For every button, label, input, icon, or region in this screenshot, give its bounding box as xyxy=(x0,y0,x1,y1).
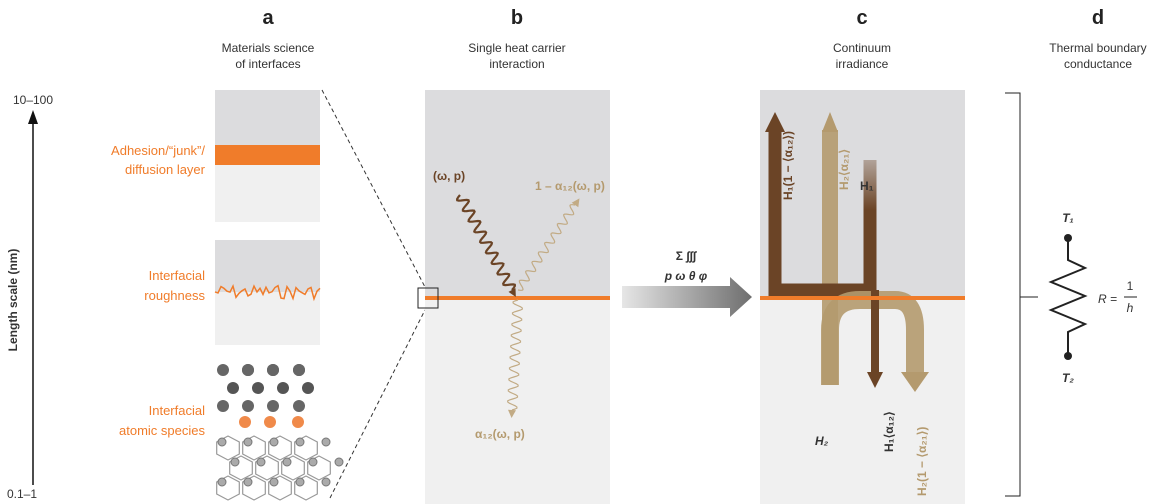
lattice-atom xyxy=(270,438,278,446)
zoom-line xyxy=(330,310,425,498)
sum-operator: Σ ∫∫∫ xyxy=(676,249,698,263)
lattice-atom xyxy=(218,438,226,446)
lattice-atom xyxy=(322,438,330,446)
atom xyxy=(252,382,264,394)
label: H₂ xyxy=(815,434,829,448)
t2: T₂ xyxy=(1062,371,1074,385)
t1: T₁ xyxy=(1062,211,1074,225)
label: H₁ xyxy=(860,179,874,193)
axis-bottom: 0.1–1 xyxy=(7,487,37,501)
axis-label: Length scale (nm) xyxy=(6,249,20,352)
label: Interfacial xyxy=(149,268,205,283)
atom xyxy=(227,382,239,394)
atom xyxy=(293,400,305,412)
bracket xyxy=(1005,93,1038,496)
figure: a Materials science of interfaces b Single h… xyxy=(0,0,1172,504)
node xyxy=(1064,352,1072,360)
denominator: h xyxy=(1127,301,1134,315)
sum-variables: p ω θ φ xyxy=(664,269,708,283)
label: diffusion layer xyxy=(125,162,206,177)
lattice-atom xyxy=(244,438,252,446)
panel-title: Single heat carrier xyxy=(468,41,565,55)
label: Adhesion/“junk”/ xyxy=(111,143,205,158)
atom xyxy=(239,416,251,428)
atom xyxy=(242,400,254,412)
panel-letter: a xyxy=(262,7,274,29)
reflected-label: 1 – α₁₂(ω, p) xyxy=(535,179,605,193)
label: Interfacial xyxy=(149,403,205,418)
atoms xyxy=(217,364,343,500)
label: H₁⟨α₁₂⟩ xyxy=(882,411,896,452)
atom xyxy=(217,364,229,376)
material-2 xyxy=(760,298,965,504)
label: H₁(1 − ⟨α₁₂⟩) xyxy=(781,131,795,200)
transmitted-label: α₁₂(ω, p) xyxy=(475,427,525,441)
zoom-line xyxy=(322,90,425,287)
lattice-atom xyxy=(244,478,252,486)
material-2 xyxy=(425,298,610,504)
lattice-atom xyxy=(309,458,317,466)
lattice-atom xyxy=(270,478,278,486)
lattice-atom xyxy=(335,458,343,466)
lattice-atom xyxy=(257,458,265,466)
axis-arrowhead xyxy=(28,110,38,124)
material-1 xyxy=(425,90,610,298)
label: H₂⟨α₂₁⟩ xyxy=(837,149,851,190)
layer-bottom xyxy=(215,165,320,222)
atom xyxy=(302,382,314,394)
lattice-atom xyxy=(322,478,330,486)
atom xyxy=(217,400,229,412)
atom xyxy=(277,382,289,394)
panel-title: of interfaces xyxy=(235,57,300,71)
atom xyxy=(293,364,305,376)
axis-top: 10–100 xyxy=(13,93,53,107)
rough-top xyxy=(215,240,320,292)
label: H₂(1 − ⟨α₂₁⟩) xyxy=(915,427,929,496)
incident-label: (ω, p) xyxy=(433,169,465,183)
panel-letter: c xyxy=(856,7,867,29)
atom xyxy=(267,364,279,376)
layer-top xyxy=(215,90,320,145)
node xyxy=(1064,234,1072,242)
panel-title: Continuum xyxy=(833,41,891,55)
numerator: 1 xyxy=(1127,279,1134,293)
atom xyxy=(267,400,279,412)
label: roughness xyxy=(144,288,205,303)
resistance: R = xyxy=(1098,292,1117,306)
lattice-atom xyxy=(231,458,239,466)
lattice-atom xyxy=(296,478,304,486)
label: atomic species xyxy=(119,423,205,438)
lattice-atom xyxy=(283,458,291,466)
panel-letter: d xyxy=(1092,7,1104,29)
rough-bottom xyxy=(215,292,320,345)
panel-title: Materials science xyxy=(222,41,315,55)
atom xyxy=(292,416,304,428)
panel-title: conductance xyxy=(1064,57,1132,71)
panel-letter: b xyxy=(511,7,523,29)
atom xyxy=(264,416,276,428)
panel-title: Thermal boundary xyxy=(1049,41,1146,55)
panel-title: irradiance xyxy=(836,57,889,71)
lattice-atom xyxy=(296,438,304,446)
atom xyxy=(242,364,254,376)
lattice-atom xyxy=(218,478,226,486)
sum-arrow xyxy=(622,277,752,317)
panel-headers: a Materials science of interfaces b Single h… xyxy=(222,7,1147,71)
resistor xyxy=(1051,240,1085,355)
junk-layer xyxy=(215,145,320,165)
panel-title: interaction xyxy=(489,57,544,71)
